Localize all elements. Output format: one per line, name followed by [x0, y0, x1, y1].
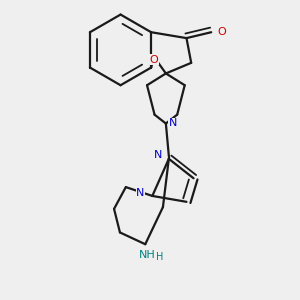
Text: O: O [218, 27, 226, 37]
Text: H: H [156, 252, 164, 262]
Text: N: N [154, 150, 162, 160]
Text: N: N [136, 188, 145, 198]
Text: NH: NH [139, 250, 156, 260]
Text: N: N [169, 118, 177, 128]
Text: O: O [150, 55, 158, 65]
